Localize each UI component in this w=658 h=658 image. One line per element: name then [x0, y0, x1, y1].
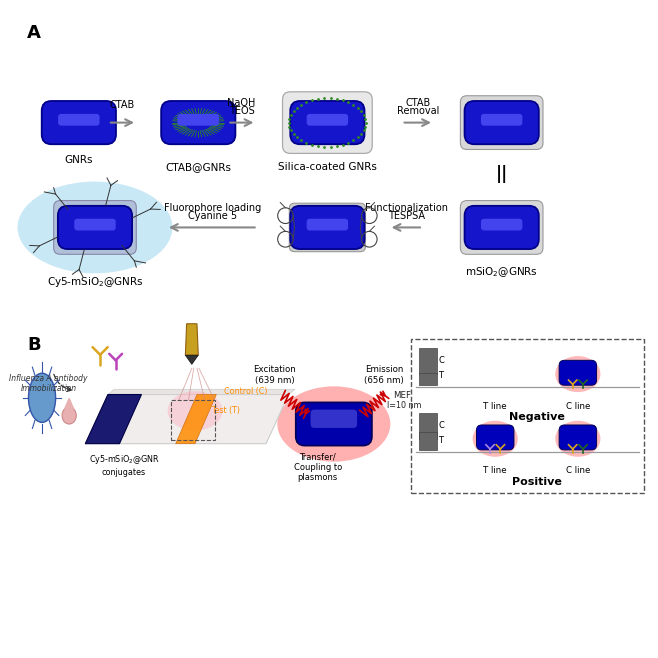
Text: Cyanine 5: Cyanine 5	[188, 211, 237, 221]
Text: Fluorophore loading: Fluorophore loading	[164, 203, 261, 213]
Ellipse shape	[62, 407, 76, 424]
FancyBboxPatch shape	[559, 361, 597, 385]
Text: C line: C line	[566, 467, 590, 475]
FancyBboxPatch shape	[465, 101, 539, 144]
Bar	[419, 374, 437, 385]
FancyBboxPatch shape	[311, 409, 357, 428]
Text: Functionalization: Functionalization	[365, 203, 447, 213]
Text: Positive: Positive	[512, 477, 561, 487]
FancyBboxPatch shape	[290, 206, 365, 249]
Text: Test (T): Test (T)	[211, 407, 240, 415]
Text: C: C	[438, 421, 444, 430]
Text: Transfer/
Coupling to
plasmons: Transfer/ Coupling to plasmons	[293, 452, 342, 482]
Bar	[419, 432, 437, 450]
FancyBboxPatch shape	[178, 114, 219, 126]
FancyBboxPatch shape	[41, 101, 116, 144]
Polygon shape	[176, 395, 216, 443]
Ellipse shape	[472, 420, 518, 457]
Text: Emission
(656 nm): Emission (656 nm)	[365, 365, 404, 385]
FancyBboxPatch shape	[307, 114, 348, 126]
Text: CTAB: CTAB	[109, 99, 135, 109]
Bar	[171, 400, 215, 440]
FancyBboxPatch shape	[461, 201, 543, 254]
Text: A: A	[27, 24, 41, 42]
Polygon shape	[186, 324, 198, 355]
Text: TESPSA: TESPSA	[388, 211, 424, 221]
Text: MEF: MEF	[393, 392, 411, 400]
Text: C line: C line	[566, 401, 590, 411]
FancyBboxPatch shape	[282, 92, 372, 153]
FancyBboxPatch shape	[290, 101, 365, 144]
Text: T line: T line	[484, 467, 507, 475]
Text: l=10 nm: l=10 nm	[388, 401, 422, 410]
Text: Excitation
(639 nm): Excitation (639 nm)	[253, 365, 296, 385]
Text: Silica-coated GNRs: Silica-coated GNRs	[278, 162, 377, 172]
Text: Control (C): Control (C)	[224, 387, 268, 396]
FancyBboxPatch shape	[559, 425, 597, 450]
Text: Removal: Removal	[397, 106, 439, 116]
FancyBboxPatch shape	[290, 203, 365, 251]
FancyBboxPatch shape	[307, 218, 348, 230]
Polygon shape	[86, 395, 289, 443]
FancyBboxPatch shape	[295, 403, 372, 445]
Polygon shape	[64, 399, 74, 409]
Bar	[411, 339, 644, 493]
Text: Cy5-mSiO$_2$@GNRs: Cy5-mSiO$_2$@GNRs	[47, 274, 143, 289]
FancyBboxPatch shape	[476, 425, 514, 450]
FancyBboxPatch shape	[74, 218, 116, 230]
Ellipse shape	[555, 356, 601, 392]
FancyBboxPatch shape	[481, 218, 522, 230]
Text: Negative: Negative	[509, 412, 565, 422]
Text: B: B	[27, 336, 41, 353]
FancyBboxPatch shape	[481, 114, 522, 126]
Text: T: T	[438, 436, 443, 445]
FancyBboxPatch shape	[461, 96, 543, 149]
Ellipse shape	[18, 182, 172, 273]
Ellipse shape	[278, 386, 390, 462]
Text: Cy5-mSiO$_2$@GNR
conjugates: Cy5-mSiO$_2$@GNR conjugates	[89, 453, 159, 477]
Text: TEOS: TEOS	[228, 106, 255, 116]
FancyBboxPatch shape	[54, 201, 136, 254]
Bar	[419, 348, 437, 374]
Text: Influenza A antibody
Immobilization: Influenza A antibody Immobilization	[9, 374, 88, 393]
FancyBboxPatch shape	[161, 101, 236, 144]
Bar	[419, 413, 437, 439]
Text: T: T	[438, 371, 443, 380]
FancyBboxPatch shape	[58, 114, 99, 126]
Text: GNRs: GNRs	[64, 155, 93, 165]
Text: mSiO$_2$@GNRs: mSiO$_2$@GNRs	[465, 265, 538, 279]
Ellipse shape	[555, 420, 601, 457]
Text: ||: ||	[495, 165, 508, 183]
Text: NaOH: NaOH	[227, 98, 256, 108]
Polygon shape	[186, 355, 198, 365]
Polygon shape	[86, 395, 141, 443]
Text: CTAB@GNRs: CTAB@GNRs	[165, 162, 231, 172]
Polygon shape	[108, 390, 295, 395]
Ellipse shape	[28, 373, 56, 422]
Text: T line: T line	[484, 401, 507, 411]
FancyBboxPatch shape	[58, 206, 132, 249]
Text: C: C	[438, 357, 444, 365]
FancyBboxPatch shape	[465, 206, 539, 249]
Ellipse shape	[301, 405, 366, 443]
Text: CTAB: CTAB	[405, 98, 430, 108]
Ellipse shape	[168, 392, 222, 430]
